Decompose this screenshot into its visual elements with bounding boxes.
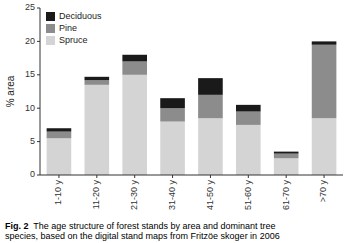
x-axis — [40, 175, 343, 176]
bar-segment — [160, 98, 185, 108]
y-tick — [37, 8, 40, 9]
x-tick-label: 31-40 y — [167, 180, 177, 211]
y-tick-label: 15 — [25, 69, 35, 79]
x-tick-label: 61-70 y — [281, 180, 291, 211]
y-tick-label: 20 — [25, 36, 35, 46]
y-tick — [37, 41, 40, 42]
y-tick — [37, 175, 40, 176]
bar-segment — [198, 95, 223, 118]
bar-segment — [85, 85, 110, 175]
bar-segment — [312, 118, 337, 175]
y-tick — [37, 74, 40, 75]
legend: Deciduous Pine Spruce — [46, 11, 102, 45]
y-tick-label: 0 — [30, 169, 35, 179]
x-tick — [210, 175, 211, 178]
x-tick-label: >70 y — [318, 180, 328, 203]
bar-segment — [312, 45, 337, 118]
caption-text: The age structure of forest stands by ar… — [5, 221, 280, 241]
y-axis — [40, 8, 41, 175]
x-tick — [286, 175, 287, 178]
bar-segment — [122, 55, 147, 62]
x-tick — [248, 175, 249, 178]
x-tick — [96, 175, 97, 178]
legend-swatch — [46, 24, 55, 33]
x-tick-label: 1-10 y — [53, 180, 63, 206]
bar-segment — [198, 118, 223, 175]
x-tick-label: 11-20 y — [91, 180, 101, 210]
y-axis-label: % area — [5, 75, 16, 107]
bar-segment — [122, 61, 147, 74]
bar-segment — [236, 125, 261, 175]
bar-segment — [274, 152, 299, 154]
x-tick — [134, 175, 135, 178]
y-tick-label: 10 — [25, 103, 35, 113]
y-tick — [37, 141, 40, 142]
x-tick — [58, 175, 59, 178]
legend-label: Deciduous — [59, 11, 102, 21]
legend-label: Pine — [59, 23, 77, 33]
y-tick — [37, 108, 40, 109]
bar-segment — [274, 158, 299, 175]
bar-segment — [47, 132, 72, 139]
bars — [47, 41, 337, 175]
bar-segment — [160, 122, 185, 175]
caption-label: Fig. 2 — [5, 221, 29, 231]
bar-segment — [122, 75, 147, 175]
legend-swatch — [46, 36, 55, 45]
bar-segment — [198, 78, 223, 95]
x-tick-label: 21-30 y — [129, 180, 139, 211]
x-tick-label: 51-60 y — [243, 180, 253, 211]
y-tick-label: 25 — [25, 2, 35, 12]
x-tick — [324, 175, 325, 178]
bar-segment — [160, 108, 185, 121]
bar-segment — [274, 154, 299, 159]
x-tick-label: 41-50 y — [205, 180, 215, 211]
legend-swatch — [46, 12, 55, 21]
bar-segment — [47, 138, 72, 175]
x-tick — [172, 175, 173, 178]
bar-segment — [236, 112, 261, 125]
bar-segment — [85, 77, 110, 80]
y-tick-label: 5 — [30, 136, 35, 146]
bar-segment — [47, 128, 72, 131]
bar-segment — [236, 105, 261, 112]
bar-segment — [312, 41, 337, 44]
bar-segment — [85, 80, 110, 85]
chart: 0 5 10 15 20 25 % area 1-10 y 11-20 y 21-30 y 31-4… — [0, 0, 351, 243]
legend-label: Spruce — [59, 35, 88, 45]
